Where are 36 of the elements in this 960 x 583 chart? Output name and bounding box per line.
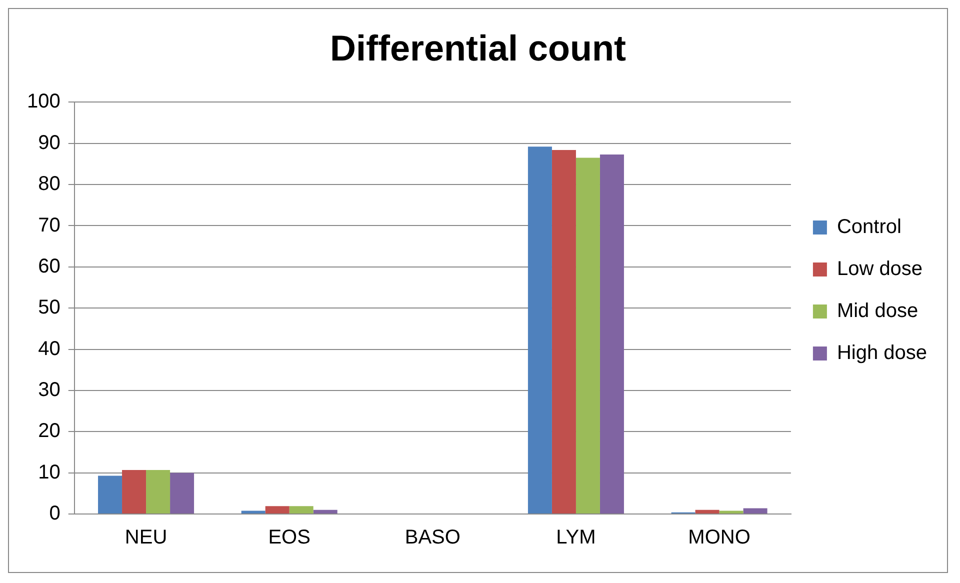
y-tick-label: 30 (38, 378, 60, 401)
legend-label: Mid dose (836, 300, 918, 322)
x-tick-label: EOS (268, 526, 310, 549)
legend-label: High dose (836, 342, 928, 364)
bar (695, 510, 720, 514)
legend-label: Low dose (836, 258, 923, 280)
bar (552, 150, 576, 514)
bar (122, 470, 146, 514)
bar (98, 476, 122, 514)
bar (170, 472, 194, 514)
bar (146, 470, 170, 514)
y-tick-label: 10 (38, 461, 60, 484)
y-tick-label: 0 (49, 502, 60, 525)
y-tick-label: 20 (38, 420, 60, 442)
legend-label: Control (836, 216, 902, 238)
x-tick-label: NEU (124, 526, 168, 549)
bar (576, 158, 600, 514)
bar (241, 510, 266, 514)
y-tick-label: 100 (26, 90, 60, 113)
x-tick-label: BASO (404, 526, 460, 549)
bar (743, 508, 768, 514)
y-tick-label: 40 (38, 338, 60, 360)
y-tick-label: 80 (38, 173, 60, 196)
bar (313, 510, 338, 514)
bar (265, 506, 290, 514)
bar (600, 154, 624, 514)
x-tick-label: LYM (556, 526, 596, 549)
y-tick-label: 60 (38, 255, 60, 278)
chart-title: Differential count (330, 28, 626, 69)
y-tick-label: 50 (38, 296, 60, 319)
bar (528, 146, 552, 514)
x-tick-label: MONO (688, 526, 750, 549)
y-tick-label: 70 (38, 214, 60, 236)
bar (289, 506, 314, 514)
bar (719, 510, 744, 514)
y-tick-label: 90 (38, 132, 60, 154)
